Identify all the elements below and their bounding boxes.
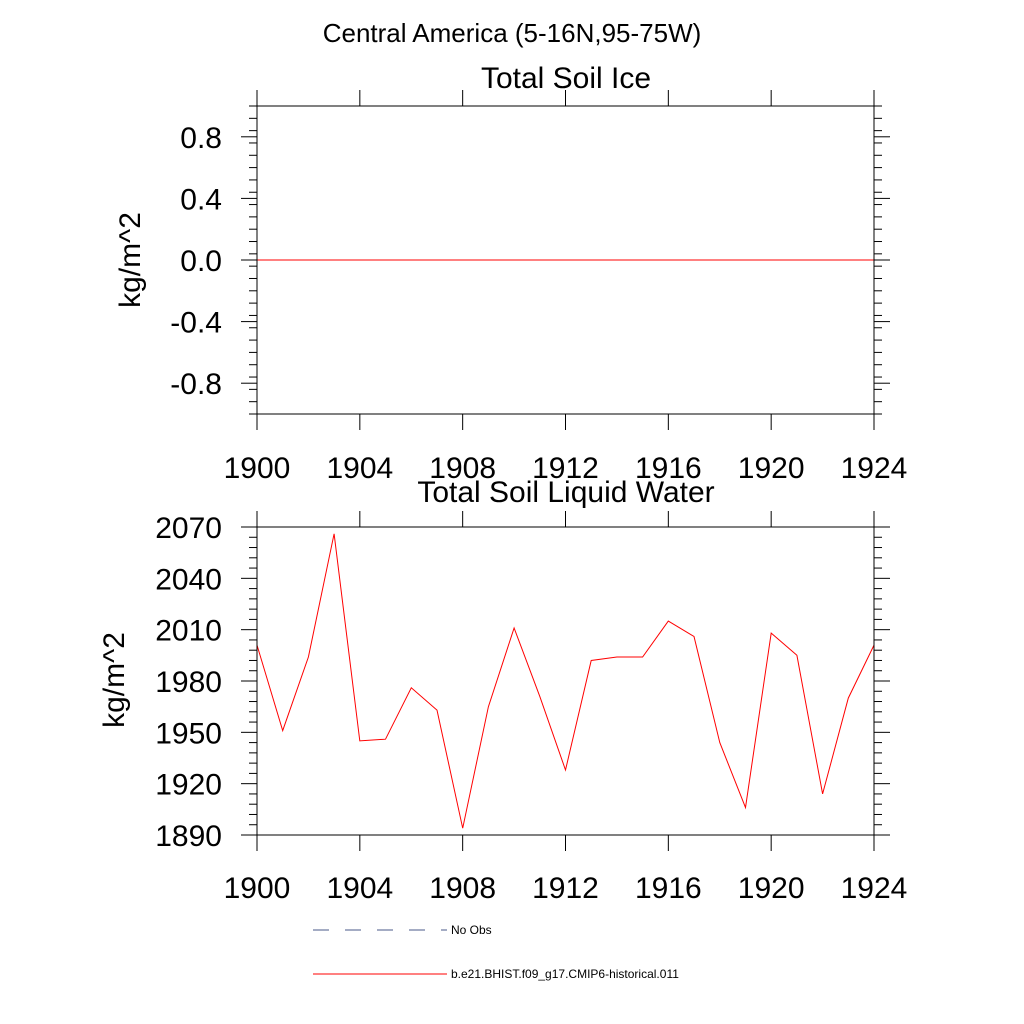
legend: No Obs b.e21.BHIST.f09_g17.CMIP6-histori… <box>313 923 679 981</box>
series-line <box>256 533 875 829</box>
y-tick-label: 1950 <box>155 717 222 750</box>
y-tick-label: 0.0 <box>180 245 222 278</box>
x-tick-label: 1900 <box>224 872 291 905</box>
x-tick-label: 1924 <box>841 872 908 905</box>
y-tick-label: 1980 <box>155 666 222 699</box>
legend-label: No Obs <box>451 923 492 937</box>
plot-frame <box>256 105 875 415</box>
y-axis-label: kg/m^2 <box>114 212 147 308</box>
x-tick-label: 1920 <box>738 452 805 485</box>
figure-suptitle: Central America (5-16N,95-75W) <box>323 18 702 48</box>
y-tick-label: -0.4 <box>170 307 222 340</box>
legend-label: b.e21.BHIST.f09_g17.CMIP6-historical.011 <box>451 967 679 981</box>
x-tick-label: 1900 <box>224 452 291 485</box>
y-tick-label: 0.4 <box>180 183 222 216</box>
x-tick-label: 1920 <box>738 872 805 905</box>
y-axis-label: kg/m^2 <box>98 632 131 728</box>
y-tick-label: 2040 <box>155 563 222 596</box>
panel-title: Total Soil Liquid Water <box>417 476 714 509</box>
x-tick-label: 1924 <box>841 452 908 485</box>
y-tick-label: 1920 <box>155 769 222 802</box>
plot-frame <box>256 526 875 836</box>
legend-item-no-obs: No Obs <box>313 923 492 937</box>
panel-total-soil-liquid-water: Total Soil Liquid Water kg/m^2 1900 1904 1… <box>98 476 907 905</box>
y-tick-label: 2070 <box>155 512 222 545</box>
y-tick-label: 1890 <box>155 820 222 853</box>
x-tick-label: 1904 <box>326 872 393 905</box>
y-tick-label: 2010 <box>155 615 222 648</box>
y-tick-label: 0.8 <box>180 122 222 155</box>
x-tick-label: 1912 <box>532 452 599 485</box>
y-tick-label: -0.8 <box>170 368 222 401</box>
panel-title: Total Soil Ice <box>481 62 651 95</box>
x-tick-label: 1908 <box>429 452 496 485</box>
x-tick-label: 1916 <box>635 452 702 485</box>
x-tick-label: 1904 <box>326 452 393 485</box>
x-tick-label: 1916 <box>635 872 702 905</box>
legend-item-model-run: b.e21.BHIST.f09_g17.CMIP6-historical.011 <box>313 967 679 981</box>
panel-total-soil-ice: Total Soil Ice kg/m^2 1900 1904 1908 1912 19… <box>114 62 907 485</box>
x-tick-label: 1912 <box>532 872 599 905</box>
x-tick-label: 1908 <box>429 872 496 905</box>
